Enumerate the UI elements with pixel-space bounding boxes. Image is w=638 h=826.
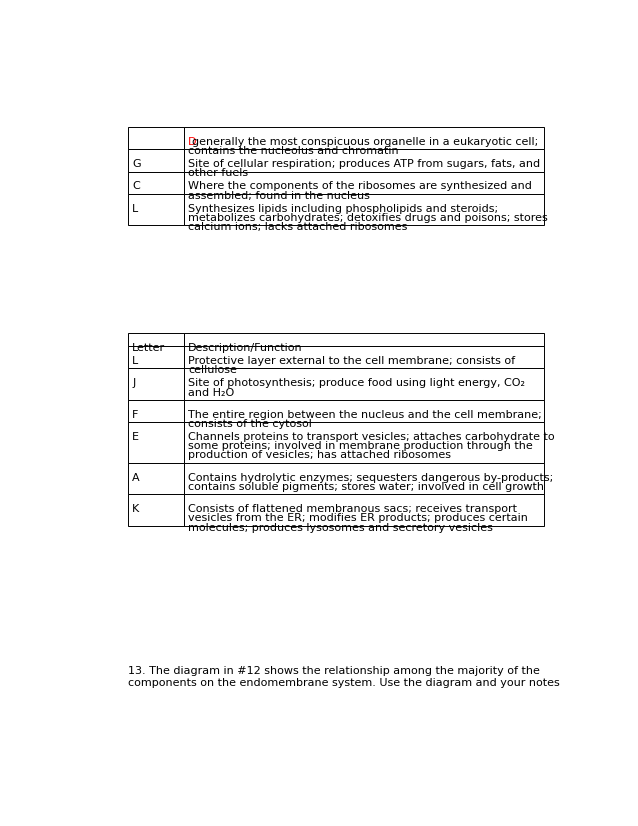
Bar [128, 495, 184, 526]
Bar [128, 194, 184, 225]
Text: metabolizes carbohydrates; detoxifies drugs and poisons; stores: metabolizes carbohydrates; detoxifies dr… [188, 213, 548, 223]
Bar [184, 172, 544, 194]
Bar [128, 150, 184, 172]
Bar [184, 495, 544, 526]
Bar [128, 463, 184, 495]
Text: consists of the cytosol: consists of the cytosol [188, 419, 312, 429]
Text: L: L [132, 356, 138, 366]
Bar [184, 127, 544, 150]
Text: production of vesicles; has attached ribosomes: production of vesicles; has attached rib… [188, 450, 451, 460]
Bar [128, 333, 184, 346]
Text: vesicles from the ER; modifies ER products; produces certain: vesicles from the ER; modifies ER produc… [188, 514, 528, 524]
Bar [128, 422, 184, 463]
Text: and H₂O: and H₂O [188, 387, 235, 397]
Bar [184, 346, 544, 368]
Text: contains soluble pigments; stores water; involved in cell growth: contains soluble pigments; stores water;… [188, 482, 544, 492]
Text: cellulose: cellulose [188, 365, 237, 375]
Text: C: C [132, 182, 140, 192]
Text: other fuels: other fuels [188, 169, 248, 178]
Text: Protective layer external to the cell membrane; consists of: Protective layer external to the cell me… [188, 356, 516, 366]
Text: generally the most conspicuous organelle in a eukaryotic cell;: generally the most conspicuous organelle… [192, 137, 538, 147]
Bar [128, 172, 184, 194]
Text: Letter: Letter [132, 343, 165, 353]
Bar [184, 368, 544, 400]
Text: assembled; found in the nucleus: assembled; found in the nucleus [188, 191, 370, 201]
Text: A: A [132, 472, 140, 482]
Bar [184, 150, 544, 172]
Text: Where the components of the ribosomes are synthesized and: Where the components of the ribosomes ar… [188, 182, 532, 192]
Bar [184, 400, 544, 422]
Text: calcium ions; lacks attached ribosomes: calcium ions; lacks attached ribosomes [188, 222, 408, 232]
Text: 13. The diagram in #12 shows the relationship among the majority of the
componen: 13. The diagram in #12 shows the relatio… [128, 667, 560, 688]
Text: D: D [188, 137, 197, 147]
Bar [184, 194, 544, 225]
Bar [128, 368, 184, 400]
Bar [128, 400, 184, 422]
Text: Description/Function: Description/Function [188, 343, 303, 353]
Text: F: F [132, 410, 138, 420]
Text: Channels proteins to transport vesicles; attaches carbohydrate to: Channels proteins to transport vesicles;… [188, 432, 555, 442]
Bar [128, 346, 184, 368]
Bar [128, 127, 184, 150]
Text: Site of photosynthesis; produce food using light energy, CO₂: Site of photosynthesis; produce food usi… [188, 378, 525, 388]
Text: L: L [132, 204, 138, 214]
Text: Site of cellular respiration; produces ATP from sugars, fats, and: Site of cellular respiration; produces A… [188, 159, 540, 169]
Text: K: K [132, 504, 140, 515]
Text: Contains hydrolytic enzymes; sequesters dangerous by-products;: Contains hydrolytic enzymes; sequesters … [188, 472, 554, 482]
Text: Consists of flattened membranous sacs; receives transport: Consists of flattened membranous sacs; r… [188, 504, 517, 515]
Text: G: G [132, 159, 141, 169]
Text: contains the nucleolus and chromatin: contains the nucleolus and chromatin [188, 146, 399, 156]
Bar [184, 422, 544, 463]
Bar [184, 463, 544, 495]
Text: Synthesizes lipids including phospholipids and steroids;: Synthesizes lipids including phospholipi… [188, 204, 498, 214]
Text: molecules; produces lysosomes and secretory vesicles: molecules; produces lysosomes and secret… [188, 523, 493, 533]
Bar [184, 333, 544, 346]
Text: E: E [132, 432, 139, 442]
Text: some proteins; involved in membrane production through the: some proteins; involved in membrane prod… [188, 441, 533, 451]
Text: J: J [132, 378, 135, 388]
Text: The entire region between the nucleus and the cell membrane;: The entire region between the nucleus an… [188, 410, 542, 420]
